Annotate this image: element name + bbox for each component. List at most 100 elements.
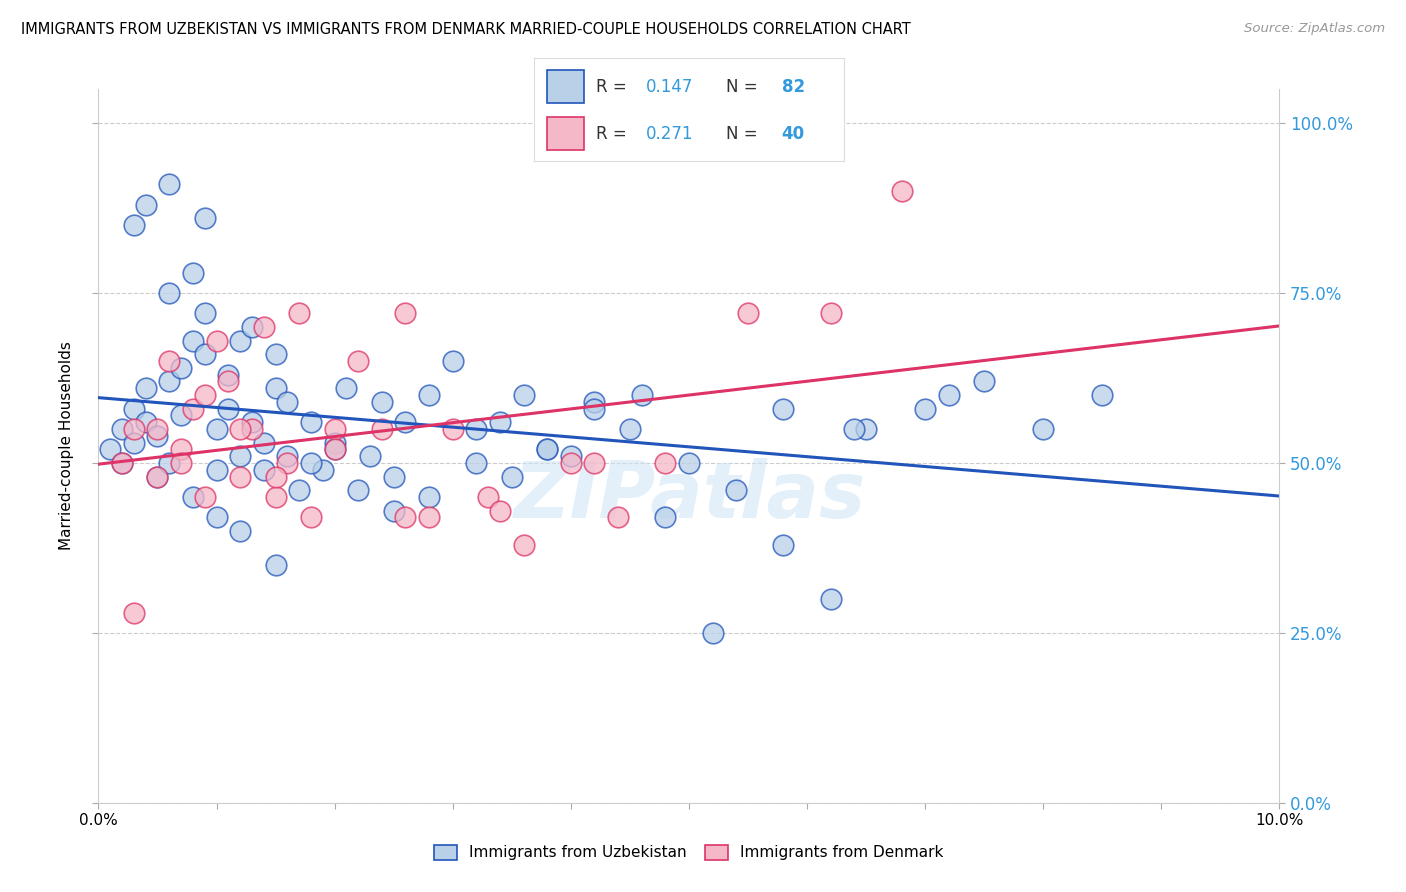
Point	[855, 422, 877, 436]
Point	[299, 415, 322, 429]
Point	[135, 198, 157, 212]
Point	[276, 449, 298, 463]
Point	[654, 456, 676, 470]
Point	[253, 463, 276, 477]
Point	[146, 422, 169, 436]
Point	[323, 442, 346, 457]
Point	[264, 469, 287, 483]
Point	[465, 456, 488, 470]
Point	[583, 456, 606, 470]
Point	[229, 469, 252, 483]
Point	[170, 409, 193, 423]
Text: 0.271: 0.271	[645, 125, 693, 143]
Point	[229, 449, 252, 463]
Point	[299, 456, 322, 470]
Point	[1091, 388, 1114, 402]
Point	[240, 415, 263, 429]
Point	[98, 442, 121, 457]
Point	[240, 320, 263, 334]
Point	[157, 178, 180, 192]
Point	[181, 334, 204, 348]
Point	[264, 347, 287, 361]
Text: IMMIGRANTS FROM UZBEKISTAN VS IMMIGRANTS FROM DENMARK MARRIED-COUPLE HOUSEHOLDS : IMMIGRANTS FROM UZBEKISTAN VS IMMIGRANTS…	[21, 22, 911, 37]
Point	[205, 510, 228, 524]
Point	[938, 388, 960, 402]
Point	[170, 456, 193, 470]
Point	[323, 422, 346, 436]
Point	[170, 360, 193, 375]
Point	[820, 591, 842, 606]
Point	[217, 401, 239, 416]
Point	[157, 354, 180, 368]
Point	[702, 626, 724, 640]
Point	[194, 306, 217, 320]
Point	[146, 469, 169, 483]
Point	[359, 449, 381, 463]
Point	[512, 537, 534, 551]
Point	[619, 422, 641, 436]
Point	[205, 422, 228, 436]
Point	[170, 442, 193, 457]
Text: N =: N =	[725, 78, 763, 95]
Y-axis label: Married-couple Households: Married-couple Households	[59, 342, 75, 550]
Point	[371, 394, 394, 409]
Point	[181, 266, 204, 280]
Point	[157, 456, 180, 470]
Point	[194, 211, 217, 226]
FancyBboxPatch shape	[547, 118, 583, 150]
Point	[678, 456, 700, 470]
Point	[299, 510, 322, 524]
Point	[157, 286, 180, 301]
Point	[264, 490, 287, 504]
Point	[122, 218, 145, 232]
Point	[394, 306, 416, 320]
Point	[394, 510, 416, 524]
Point	[276, 394, 298, 409]
Point	[583, 394, 606, 409]
Point	[382, 503, 405, 517]
Point	[536, 442, 558, 457]
Legend: Immigrants from Uzbekistan, Immigrants from Denmark: Immigrants from Uzbekistan, Immigrants f…	[427, 838, 950, 866]
Point	[323, 442, 346, 457]
Point	[312, 463, 335, 477]
Point	[240, 422, 263, 436]
Point	[914, 401, 936, 416]
Point	[288, 483, 311, 498]
Point	[536, 442, 558, 457]
Point	[560, 456, 582, 470]
Point	[441, 354, 464, 368]
Point	[217, 368, 239, 382]
Point	[146, 469, 169, 483]
Point	[441, 422, 464, 436]
Point	[418, 388, 440, 402]
Point	[418, 510, 440, 524]
Point	[560, 449, 582, 463]
Point	[194, 347, 217, 361]
Point	[253, 435, 276, 450]
Point	[973, 375, 995, 389]
Text: 82: 82	[782, 78, 804, 95]
Point	[111, 456, 134, 470]
Point	[583, 401, 606, 416]
Point	[382, 469, 405, 483]
Point	[820, 306, 842, 320]
Point	[264, 381, 287, 395]
Point	[135, 415, 157, 429]
Text: R =: R =	[596, 78, 633, 95]
Point	[654, 510, 676, 524]
Point	[607, 510, 630, 524]
Point	[205, 463, 228, 477]
Point	[335, 381, 357, 395]
Point	[253, 320, 276, 334]
Point	[1032, 422, 1054, 436]
Point	[111, 456, 134, 470]
Point	[194, 388, 217, 402]
Point	[489, 415, 512, 429]
Point	[181, 401, 204, 416]
Point	[111, 422, 134, 436]
Point	[489, 503, 512, 517]
Point	[477, 490, 499, 504]
Text: ZIPatlas: ZIPatlas	[513, 458, 865, 534]
Point	[122, 422, 145, 436]
Point	[217, 375, 239, 389]
